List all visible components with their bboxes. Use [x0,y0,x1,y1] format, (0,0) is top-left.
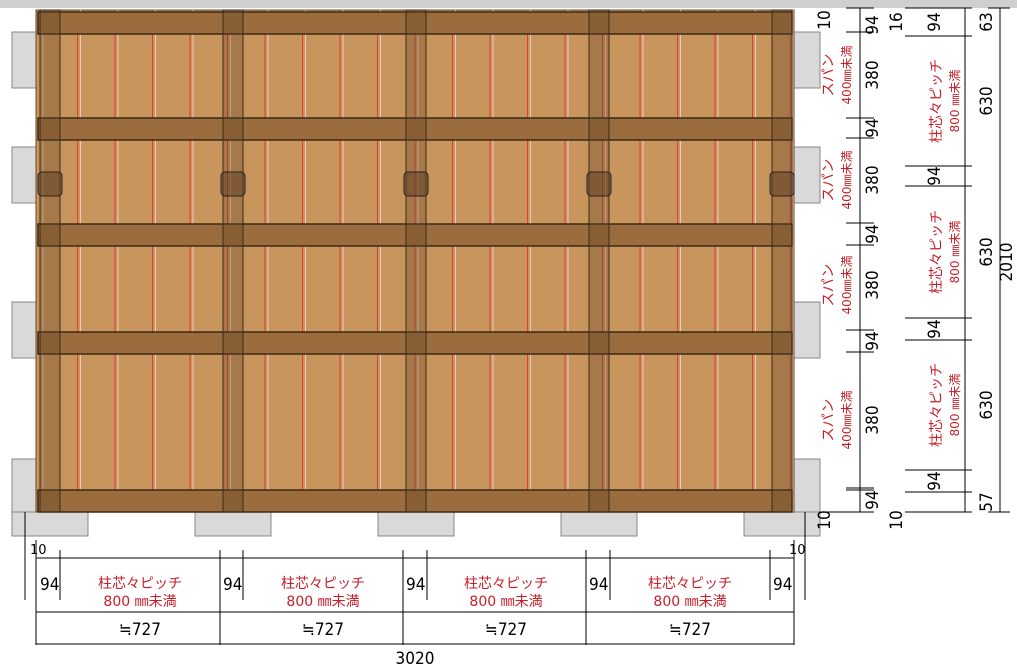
outer-dim-10: 10 [887,510,907,529]
post-cap-0 [37,171,63,197]
span-label-b-1: 400㎜未満 [840,151,854,210]
post-cap-2 [403,171,429,197]
outer-dim-7: 630 [977,390,997,419]
footing-bottom-2 [377,511,455,537]
footing-bottom-1 [194,511,272,537]
pitch-label-4a: 柱芯々ピッチ [648,576,732,592]
outer-pitch-label-b-0: 800 ㎜未満 [948,70,962,133]
span-label-b-0: 400㎜未満 [840,46,854,105]
span-label-a-2: スパン [821,264,837,307]
total-width-dim: 3020 [396,649,435,668]
dim-post-2: 94 [223,575,242,595]
pitch-label-1a: 柱芯々ピッチ [98,576,182,592]
outer-dim-0: 16 [887,12,907,31]
post-cap-1 [220,171,246,197]
outer-pitch-label-a-0: 柱芯々ピッチ [929,59,945,143]
inner-dim-6: 380 [863,270,883,299]
span-dim-3: ≒727 [485,620,527,640]
post-column-3 [588,9,610,513]
pitch-label-2b: 800 ㎜未満 [286,594,359,610]
joist-lines-layer [39,10,794,512]
inner-dim-10: 10 [815,510,835,529]
outer-dim-8: 94 [925,471,945,490]
post-cap-3 [586,171,612,197]
pitch-label-1b: 800 ㎜未満 [103,594,176,610]
inner-dim-9: 94 [863,490,883,509]
outer-pitch-label-b-2: 800 ㎜未満 [948,374,962,437]
inner-dim-3: 94 [863,118,883,137]
posts-layer [37,9,795,513]
outer-pitch-label-a-1: 柱芯々ピッチ [929,210,945,294]
span-label-b-2: 400㎜未満 [840,256,854,315]
inner-dim-2: 380 [863,60,883,89]
pitch-label-4b: 800 ㎜未満 [653,594,726,610]
span-label-a-0: スパン [821,54,837,97]
outer-dim-3: 630 [977,86,997,115]
post-column-4 [771,9,793,513]
footing-bottom-4 [743,511,821,537]
outer-dim-9: 57 [977,492,997,511]
post-column-2 [405,9,427,513]
top-toolbar-strip [0,0,1017,8]
inner-dim-0: 10 [815,10,835,29]
inner-dim-8: 380 [863,405,883,434]
span-dim-1: ≒727 [119,620,161,640]
footing-bottom-0 [11,511,89,537]
dim-edge-left: 10 [30,543,47,558]
span-dim-4: ≒727 [669,620,711,640]
outer-dim-1: 94 [925,12,945,31]
outer-dim-4: 94 [925,166,945,185]
outer-pitch-label-b-1: 800 ㎜未満 [948,221,962,284]
outer-dim-6: 94 [925,319,945,338]
footing-bottom-3 [560,511,638,537]
vertical-dimensions-inner [820,7,874,513]
beams-layer [37,11,793,513]
dim-post-4: 94 [589,575,608,595]
dim-post-1: 94 [40,575,59,595]
pitch-label-3b: 800 ㎜未満 [469,594,542,610]
outer-dim-5: 630 [977,237,997,266]
outer-dim-2: 63 [977,12,997,31]
dim-post-5: 94 [773,575,792,595]
vertical-dimensions-outer [905,7,1010,513]
dim-post-3: 94 [406,575,425,595]
post-column-0 [39,9,61,513]
post-cap-4 [769,171,795,197]
horizontal-dimensions [24,512,806,645]
span-label-a-3: スパン [821,399,837,442]
inner-dim-7: 94 [863,331,883,350]
pitch-label-2a: 柱芯々ピッチ [281,576,365,592]
total-height-dim: 2010 [997,243,1017,282]
outer-pitch-label-a-2: 柱芯々ピッチ [929,363,945,447]
inner-dim-4: 380 [863,165,883,194]
post-column-1 [222,9,244,513]
inner-dim-1: 94 [863,15,883,34]
dim-edge-right: 10 [789,543,806,558]
span-dim-2: ≒727 [302,620,344,640]
span-label-b-3: 400㎜未満 [840,391,854,450]
inner-dim-5: 94 [863,224,883,243]
span-label-a-1: スパン [821,159,837,202]
pitch-label-3a: 柱芯々ピッチ [464,576,548,592]
